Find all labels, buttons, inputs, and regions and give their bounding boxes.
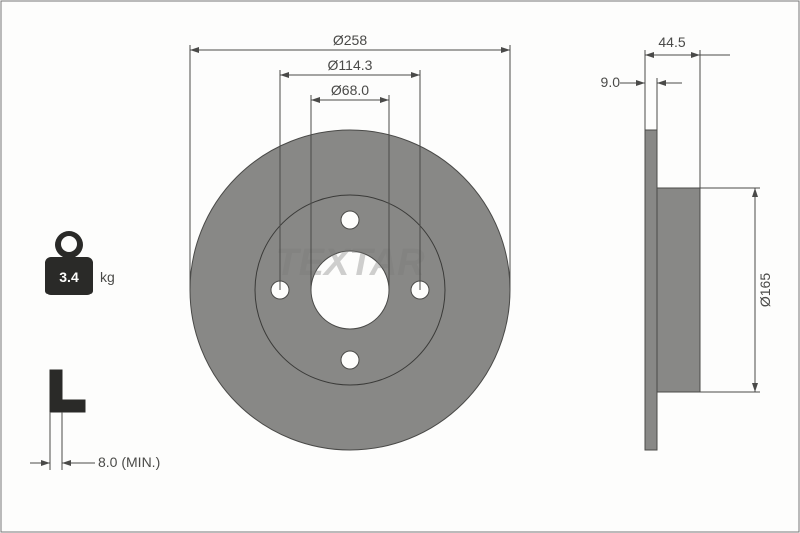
dim-min-label: 8.0 (MIN.) bbox=[98, 454, 160, 470]
front-view: TEXTAR bbox=[190, 130, 510, 450]
dim-center-hole: Ø68.0 bbox=[311, 82, 389, 100]
weight-value: 3.4 bbox=[59, 269, 79, 285]
dim-outer-diameter: Ø258 bbox=[190, 32, 510, 50]
watermark-text: TEXTAR bbox=[275, 242, 425, 284]
weight-indicator: 3.4 kg bbox=[45, 231, 115, 295]
dim-hat-diameter: Ø165 bbox=[700, 188, 773, 392]
dim-offset: 44.5 bbox=[645, 34, 730, 188]
drawing-canvas: TEXTAR Ø258 Ø114.3 Ø68.0 44.5 bbox=[0, 0, 800, 533]
bolt-hole bbox=[341, 351, 359, 369]
min-profile-shape bbox=[50, 370, 85, 412]
side-profile-shape bbox=[645, 130, 700, 450]
bolt-hole bbox=[341, 211, 359, 229]
dim-bolt-circle: Ø114.3 bbox=[280, 57, 420, 75]
weight-unit: kg bbox=[100, 269, 115, 285]
dim-thickness: 9.0 bbox=[601, 74, 682, 130]
side-view bbox=[645, 130, 700, 450]
dim-offset-label: 44.5 bbox=[658, 34, 685, 50]
dim-outer-label: Ø258 bbox=[333, 32, 367, 48]
dim-hat-label: Ø165 bbox=[757, 273, 773, 307]
dim-bolt-label: Ø114.3 bbox=[328, 57, 373, 73]
dim-thickness-label: 9.0 bbox=[601, 74, 621, 90]
dim-center-label: Ø68.0 bbox=[331, 82, 369, 98]
min-thickness-indicator: 8.0 (MIN.) bbox=[30, 370, 160, 470]
